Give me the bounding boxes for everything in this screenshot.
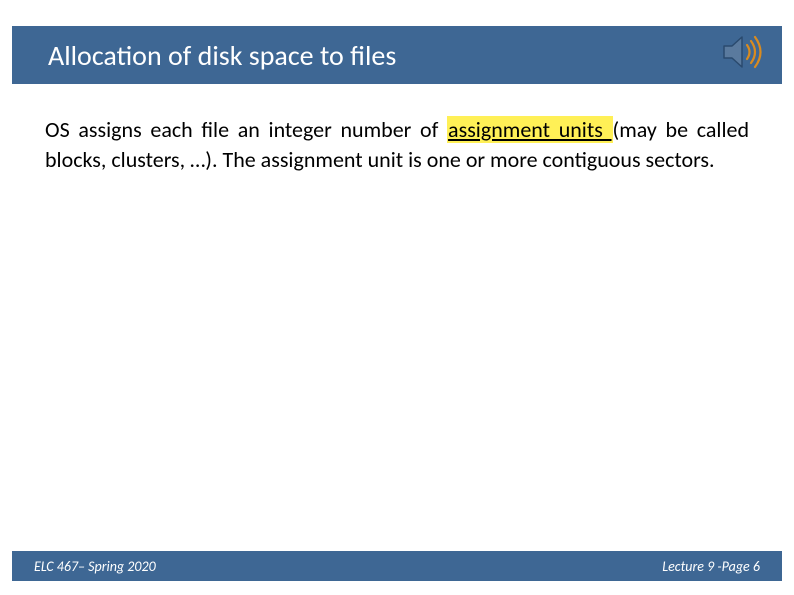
- body-highlight: assignment units: [447, 116, 612, 143]
- footer-bar: ELC 467– Spring 2020 Lecture 9 -Page 6: [12, 551, 782, 581]
- body-paragraph: OS assigns each file an integer number o…: [45, 115, 749, 174]
- body-pre: OS assigns each file an integer number o…: [45, 116, 447, 143]
- title-bar: Allocation of disk space to files: [12, 26, 782, 84]
- speaker-icon: [718, 28, 766, 76]
- slide-title: Allocation of disk space to files: [48, 38, 396, 73]
- footer-page: Lecture 9 -Page 6: [662, 558, 760, 575]
- slide: Allocation of disk space to files OS ass…: [0, 0, 794, 595]
- footer-course: ELC 467– Spring 2020: [34, 558, 156, 575]
